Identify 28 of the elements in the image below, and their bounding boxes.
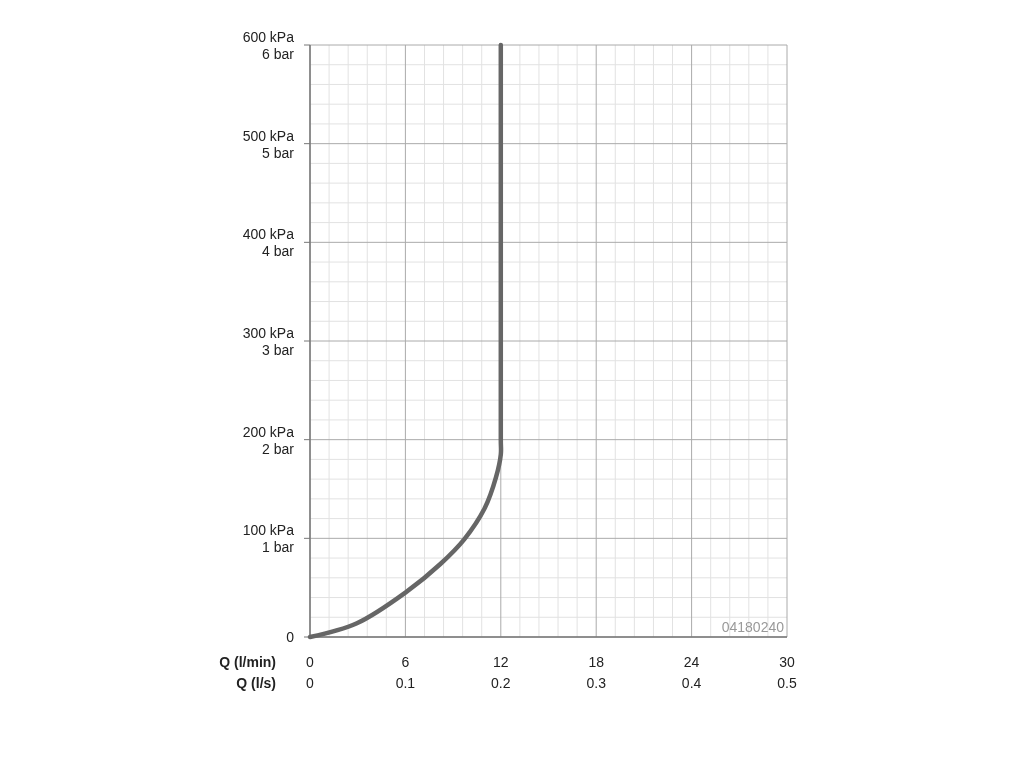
y2-tick-label: 4 bar bbox=[262, 243, 295, 260]
x2-tick-label: 0 bbox=[306, 675, 315, 691]
x-tick-label: 12 bbox=[493, 654, 509, 670]
y-tick-label: 500 kPa bbox=[242, 127, 295, 144]
x2-tick-label: 0.4 bbox=[681, 675, 702, 691]
x-tick-label: 6 bbox=[401, 654, 410, 670]
x2-axis-title: Q (l/s) bbox=[236, 675, 276, 691]
x-tick-label: 0 bbox=[306, 654, 315, 670]
y-tick-label: 0 bbox=[286, 629, 295, 645]
x2-tick-label: 0.2 bbox=[491, 675, 511, 691]
y-tick-label: 600 kPa bbox=[242, 29, 295, 45]
x-axis-title: Q (l/min) bbox=[219, 654, 276, 670]
y-tick-label: 100 kPa bbox=[242, 522, 295, 539]
x-tick-label: 30 bbox=[779, 654, 795, 670]
x2-tick-label: 0.3 bbox=[586, 675, 607, 691]
y2-tick-label: 1 bar bbox=[262, 539, 295, 556]
y2-tick-label: 3 bar bbox=[262, 342, 295, 358]
annotation: 04180240 bbox=[721, 619, 785, 635]
x2-tick-label: 0.1 bbox=[395, 675, 416, 691]
y2-tick-label: 5 bar bbox=[262, 144, 295, 161]
x-tick-label: 18 bbox=[588, 654, 605, 670]
x-tick-label: 24 bbox=[683, 654, 700, 670]
x2-tick-label: 0.5 bbox=[777, 675, 797, 691]
y-tick-label: 300 kPa bbox=[242, 325, 295, 341]
y-tick-label: 400 kPa bbox=[242, 226, 295, 243]
y2-tick-label: 6 bar bbox=[262, 46, 295, 62]
y2-tick-label: 2 bar bbox=[262, 440, 295, 457]
y-tick-label: 200 kPa bbox=[242, 423, 295, 440]
